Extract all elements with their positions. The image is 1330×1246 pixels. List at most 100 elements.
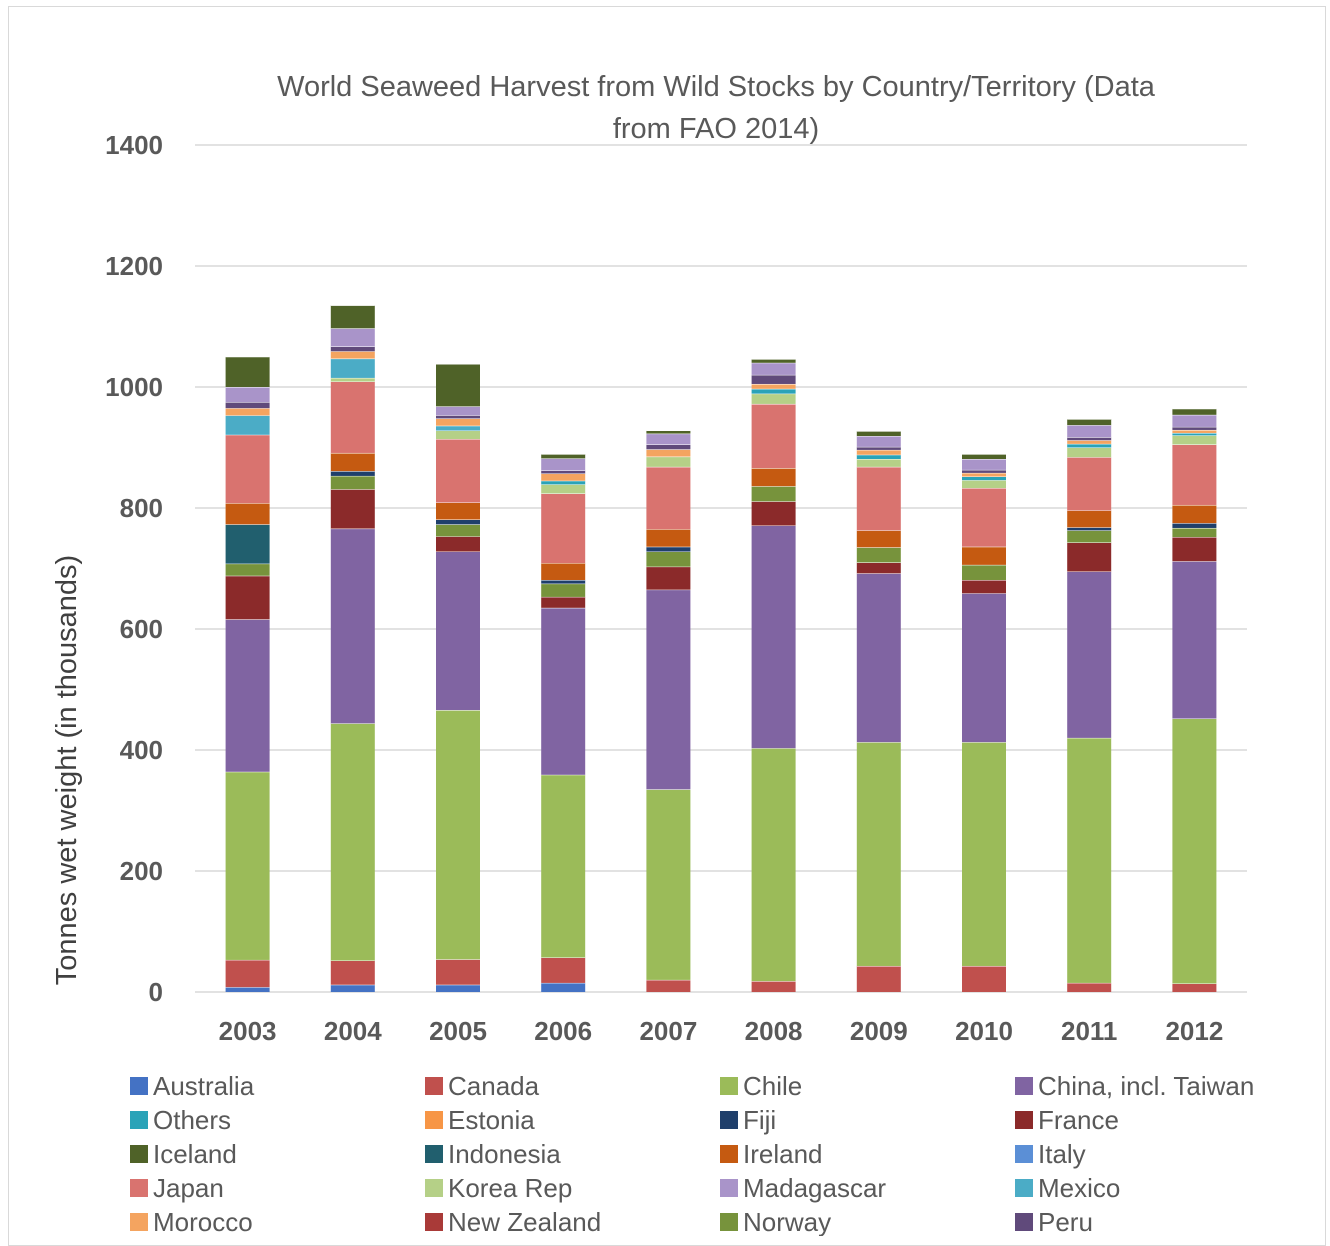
bar-segment-china-incl-taiwan-2003 — [225, 619, 270, 772]
legend-swatch — [1015, 1179, 1033, 1197]
bar-segment-ireland-2011 — [1067, 510, 1112, 528]
bar-segment-france-2008 — [751, 501, 796, 526]
legend-swatch — [720, 1213, 738, 1231]
legend-label: Morocco — [153, 1207, 253, 1236]
bar-segment-china-incl-taiwan-2007 — [646, 589, 691, 790]
bar-segment-madagascar-2009 — [856, 436, 901, 447]
bar-segment-korea-rep-2009 — [856, 458, 901, 467]
bar-segment-norway-2003 — [225, 563, 270, 576]
bar-segment-ireland-2010 — [962, 546, 1006, 565]
bar-segment-fiji-2011 — [1067, 527, 1112, 531]
bar-segment-ireland-2012 — [1172, 504, 1217, 524]
bar-segment-chile-2011 — [1067, 737, 1112, 983]
bar-segment-norway-2006 — [541, 583, 586, 597]
bar-segment-japan-2012 — [1172, 444, 1217, 505]
bar-segment-iceland-2007 — [646, 430, 691, 434]
bar-segment-china-incl-taiwan-2010 — [962, 593, 1006, 743]
bar-segment-australia-2004 — [330, 984, 375, 992]
bar-segment-norway-2010 — [962, 564, 1006, 580]
bar-segment-korea-rep-2011 — [1067, 447, 1112, 458]
bar-segment-france-2005 — [436, 536, 480, 552]
legend-swatch — [720, 1179, 738, 1197]
bar-segment-japan-2011 — [1067, 457, 1112, 511]
bar-segment-korea-rep-2008 — [751, 393, 796, 404]
legend-swatch — [130, 1179, 148, 1197]
bar-segment-china-incl-taiwan-2009 — [856, 573, 901, 743]
bar-segment-peru-2011 — [1067, 437, 1112, 441]
x-tick-label: 2006 — [534, 1016, 592, 1046]
y-tick-label: 0 — [149, 977, 163, 1007]
legend-swatch — [130, 1145, 148, 1163]
bar-segment-morocco-2011 — [1067, 440, 1112, 444]
bar-segment-madagascar-2003 — [225, 387, 270, 403]
bar-segment-others-2011 — [1067, 443, 1112, 448]
legend-swatch — [425, 1179, 443, 1197]
legend-swatch — [425, 1213, 443, 1231]
bar-segment-ireland-2003 — [225, 503, 270, 525]
bar-segment-iceland-2006 — [541, 454, 586, 459]
bar-segment-others-2008 — [751, 388, 796, 394]
bar-segment-morocco-2009 — [856, 449, 901, 455]
y-tick-label: 1000 — [105, 372, 163, 402]
legend-label: Madagascar — [743, 1173, 886, 1203]
legend-label: Peru — [1038, 1207, 1093, 1236]
bar-segment-norway-2009 — [856, 547, 901, 563]
bar-segment-morocco-2010 — [962, 472, 1006, 477]
bar-segment-australia-2003 — [225, 987, 270, 992]
bar-segment-fiji-2005 — [436, 519, 480, 525]
legend-swatch — [1015, 1111, 1033, 1129]
bar-segment-australia-2005 — [436, 984, 480, 992]
bar-segment-japan-2008 — [751, 403, 796, 469]
bar-segment-canada-2003 — [225, 959, 270, 988]
bar-segment-japan-2009 — [856, 466, 901, 531]
bar-segment-france-2003 — [225, 575, 270, 620]
bar-segment-chile-2010 — [962, 742, 1006, 966]
bar-segment-fiji-2007 — [646, 546, 691, 552]
bar-segment-iceland-2012 — [1172, 408, 1217, 415]
bar-segment-peru-2004 — [330, 346, 375, 352]
x-tick-label: 2011 — [1061, 1016, 1117, 1046]
bar-segment-chile-2005 — [436, 710, 480, 960]
bar-segment-japan-2005 — [436, 439, 480, 503]
legend-swatch — [425, 1077, 443, 1095]
chart-title-line1: World Seaweed Harvest from Wild Stocks b… — [277, 71, 1156, 103]
bar-segment-morocco-2012 — [1172, 429, 1217, 433]
x-tick-label: 2009 — [850, 1016, 908, 1046]
bar-segment-canada-2009 — [856, 965, 901, 992]
bar-segment-china-incl-taiwan-2005 — [436, 551, 480, 711]
legend-label: New Zealand — [448, 1207, 601, 1236]
bar-segment-iceland-2008 — [751, 359, 796, 363]
legend-label: France — [1038, 1105, 1119, 1135]
bar-segment-ireland-2007 — [646, 529, 691, 547]
bar-segment-ireland-2009 — [856, 530, 901, 548]
legend-label: Canada — [448, 1071, 540, 1101]
legend: Australia Canada Chile China, incl. Taiwan O… — [130, 1071, 1254, 1236]
bar-segment-korea-rep-2010 — [962, 480, 1006, 489]
bar-segment-norway-2012 — [1172, 527, 1217, 538]
bar-segment-madagascar-2004 — [330, 328, 375, 347]
bar-segment-morocco-2005 — [436, 418, 480, 426]
legend-label: Ireland — [743, 1139, 823, 1169]
bar-segment-madagascar-2005 — [436, 406, 480, 416]
bar-segment-japan-2004 — [330, 381, 375, 453]
bar-segment-china-incl-taiwan-2004 — [330, 528, 375, 724]
legend-swatch — [130, 1213, 148, 1231]
bar-segment-japan-2006 — [541, 493, 586, 564]
bar-segment-korea-rep-2007 — [646, 456, 691, 467]
legend-swatch — [1015, 1077, 1033, 1095]
bar-segment-ireland-2004 — [330, 452, 375, 472]
bar-segment-iceland-2003 — [225, 356, 270, 387]
bar-segment-canada-2004 — [330, 960, 375, 985]
bar-segment-chile-2009 — [856, 742, 901, 966]
y-tick-label: 200 — [120, 856, 163, 886]
bar-segment-ireland-2008 — [751, 468, 796, 487]
bar-segment-peru-2005 — [436, 415, 480, 419]
bar-segment-madagascar-2010 — [962, 458, 1006, 470]
bar-segment-chile-2008 — [751, 748, 796, 982]
legend-swatch — [720, 1077, 738, 1095]
y-tick-label: 1400 — [105, 130, 163, 160]
bar-segment-peru-2010 — [962, 469, 1006, 473]
bar-segment-morocco-2007 — [646, 449, 691, 457]
bar-segment-peru-2008 — [751, 374, 796, 384]
